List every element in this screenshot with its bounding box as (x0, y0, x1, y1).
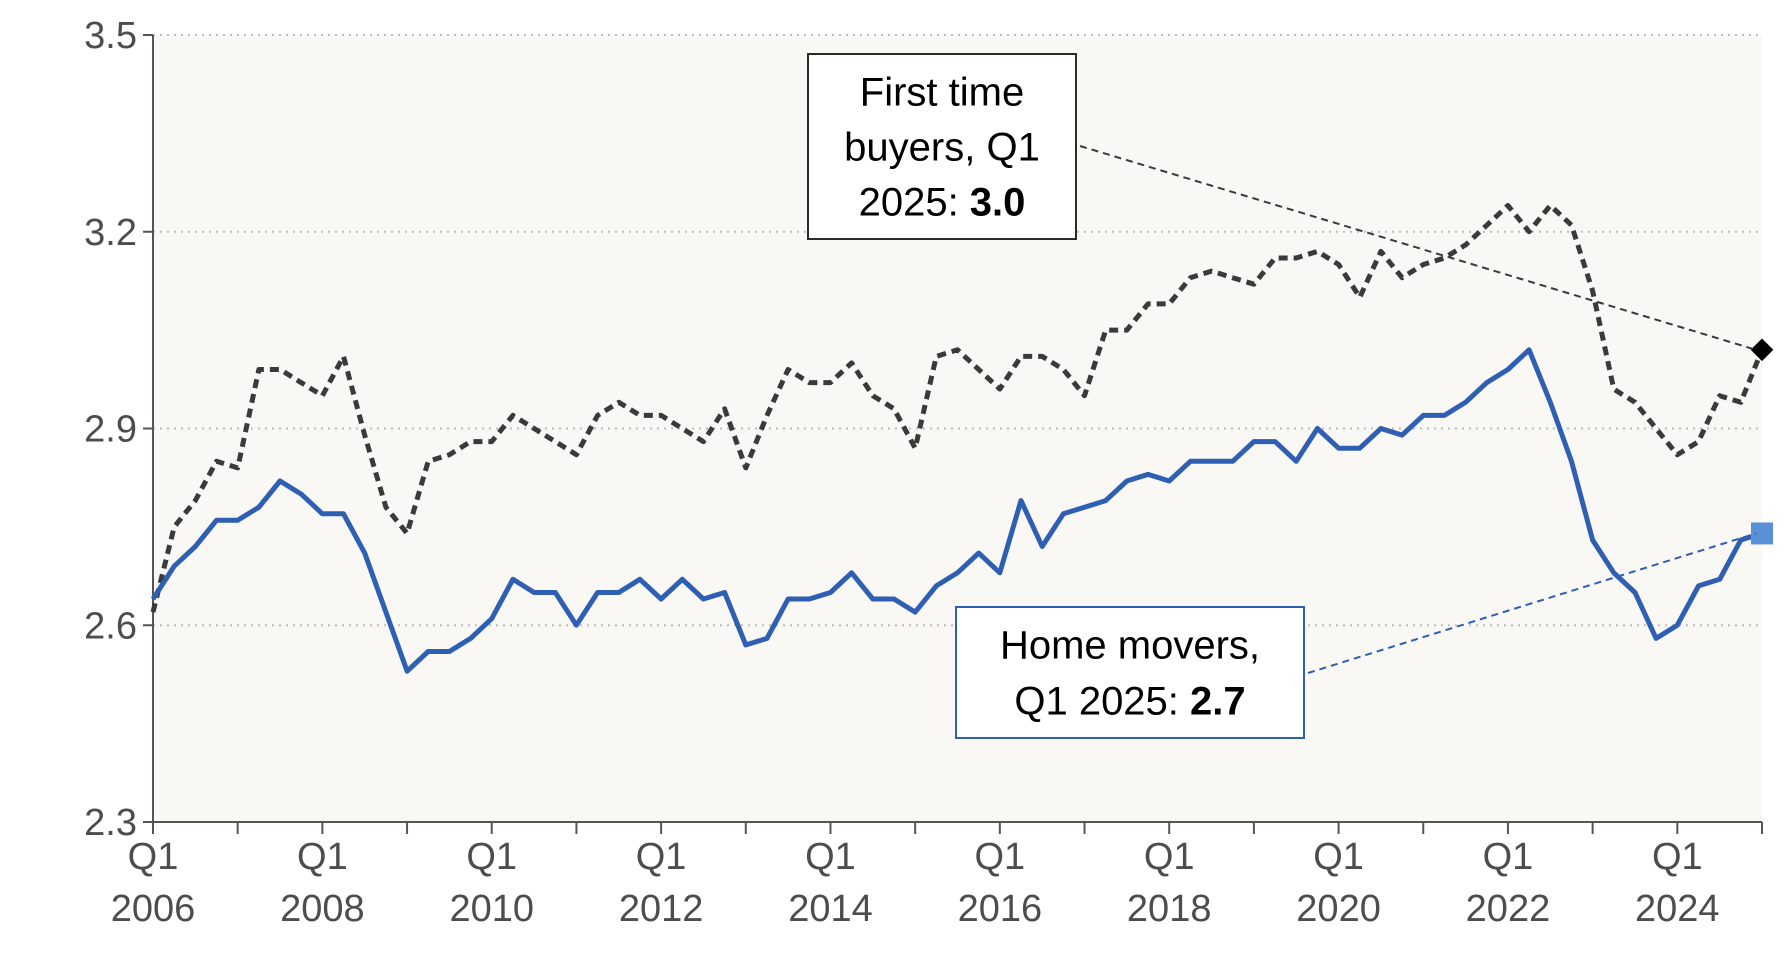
x-tick-label: Q1 (1313, 836, 1364, 878)
x-tick-label: 2012 (619, 888, 704, 930)
x-tick-label: Q1 (636, 836, 687, 878)
x-tick-label: 2010 (449, 888, 534, 930)
y-tick-label: 2.6 (84, 605, 137, 647)
annotation-text: Q1 2025: 2.7 (1014, 680, 1245, 724)
x-tick-label: Q1 (128, 836, 179, 878)
x-tick-label: 2024 (1635, 888, 1720, 930)
y-tick-label: 3.5 (84, 15, 137, 57)
annotation-text: Home movers, (1000, 624, 1260, 668)
series-line-home_movers (150, 347, 1763, 674)
x-tick-label: 2018 (1127, 888, 1212, 930)
y-tick-label: 3.2 (84, 212, 137, 254)
x-tick-label: 2006 (111, 888, 196, 930)
annotation-text: buyers, Q1 (844, 126, 1040, 170)
x-tick-label: Q1 (297, 836, 348, 878)
annotation-box (807, 53, 1077, 240)
x-tick-label: 2016 (958, 888, 1043, 930)
x-tick-label: 2014 (788, 888, 873, 930)
y-tick-label: 2.9 (84, 409, 137, 451)
series-line-first_time_buyers (150, 203, 1765, 613)
leader-line (1307, 532, 1757, 674)
leader-line (1079, 145, 1757, 351)
x-tick-label: Q1 (466, 836, 517, 878)
series-end-marker (1750, 338, 1774, 362)
annotation-text: 2025: 3.0 (859, 181, 1026, 225)
x-tick-label: Q1 (1652, 836, 1703, 878)
x-tick-label: 2020 (1296, 888, 1381, 930)
x-tick-label: Q1 (1144, 836, 1195, 878)
y-tick-label: 2.3 (84, 802, 137, 844)
annotation-text: First time (860, 71, 1024, 115)
x-tick-label: 2022 (1466, 888, 1551, 930)
x-tick-label: Q1 (805, 836, 856, 878)
x-tick-label: 2008 (280, 888, 365, 930)
x-tick-label: Q1 (974, 836, 1025, 878)
x-tick-label: Q1 (1483, 836, 1534, 878)
annotation-box (955, 606, 1305, 739)
series-end-marker (1751, 522, 1773, 545)
